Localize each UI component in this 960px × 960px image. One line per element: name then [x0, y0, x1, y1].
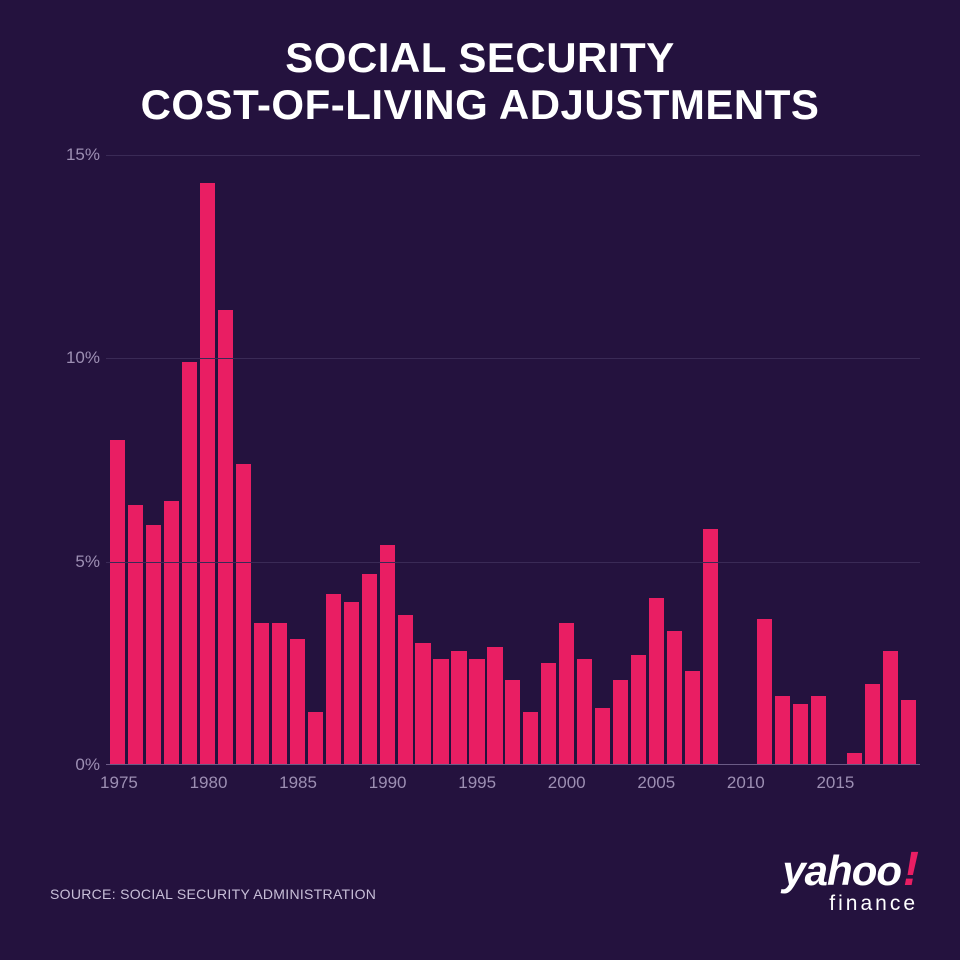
x-axis-label: 2015	[816, 773, 854, 793]
bar	[380, 545, 395, 765]
x-axis: 197519801985199019952000200520102015	[106, 765, 920, 795]
bar	[523, 712, 538, 765]
y-axis-label: 10%	[66, 348, 100, 368]
logo-exclamation: !	[903, 846, 918, 894]
bar	[308, 712, 323, 765]
title-line-1: SOCIAL SECURITY	[0, 34, 960, 81]
y-axis-label: 0%	[75, 755, 100, 775]
x-axis-label: 2000	[548, 773, 586, 793]
x-axis-label: 1975	[100, 773, 138, 793]
source-attribution: SOURCE: SOCIAL SECURITY ADMINISTRATION	[50, 886, 376, 902]
y-axis: 0%5%10%15%	[50, 155, 106, 795]
grid-line	[106, 358, 920, 359]
bar	[685, 671, 700, 765]
bar	[505, 680, 520, 765]
bar	[362, 574, 377, 765]
bar	[595, 708, 610, 765]
logo-subtext: finance	[782, 892, 918, 916]
logo-brand-row: yahoo !	[782, 846, 918, 894]
x-axis-label: 1995	[458, 773, 496, 793]
grid-line	[106, 562, 920, 563]
bar	[415, 643, 430, 765]
bar	[290, 639, 305, 765]
bar	[793, 704, 808, 765]
bar	[200, 183, 215, 765]
bar	[613, 680, 628, 765]
bar	[254, 623, 269, 765]
bar	[703, 529, 718, 765]
bar	[451, 651, 466, 765]
bar	[577, 659, 592, 765]
logo-brand-text: yahoo	[782, 850, 901, 892]
bar	[883, 651, 898, 765]
bar	[865, 684, 880, 765]
bar	[649, 598, 664, 765]
bar	[236, 464, 251, 765]
bar	[326, 594, 341, 765]
bar	[469, 659, 484, 765]
chart-title: SOCIAL SECURITY COST-OF-LIVING ADJUSTMEN…	[0, 0, 960, 128]
bar	[667, 631, 682, 765]
x-axis-label: 1980	[190, 773, 228, 793]
bar	[631, 655, 646, 765]
bar	[110, 440, 125, 765]
plot-area	[106, 155, 920, 765]
x-axis-label: 1990	[369, 773, 407, 793]
yahoo-finance-logo: yahoo ! finance	[782, 846, 918, 916]
chart-area: 0%5%10%15% 19751980198519901995200020052…	[50, 155, 920, 795]
bar	[344, 602, 359, 765]
bar	[775, 696, 790, 765]
bar	[182, 362, 197, 765]
title-line-2: COST-OF-LIVING ADJUSTMENTS	[0, 81, 960, 128]
bar	[218, 310, 233, 765]
bar	[433, 659, 448, 765]
x-axis-label: 2010	[727, 773, 765, 793]
bar	[164, 501, 179, 765]
bar	[559, 623, 574, 765]
x-axis-label: 2005	[637, 773, 675, 793]
y-axis-label: 15%	[66, 145, 100, 165]
y-axis-label: 5%	[75, 552, 100, 572]
bar	[398, 615, 413, 765]
grid-line	[106, 155, 920, 156]
bar	[272, 623, 287, 765]
x-axis-label: 1985	[279, 773, 317, 793]
bar	[901, 700, 916, 765]
bar	[128, 505, 143, 765]
bar	[757, 619, 772, 765]
bars-container	[106, 155, 920, 765]
bar	[541, 663, 556, 765]
bar	[487, 647, 502, 765]
bar	[811, 696, 826, 765]
